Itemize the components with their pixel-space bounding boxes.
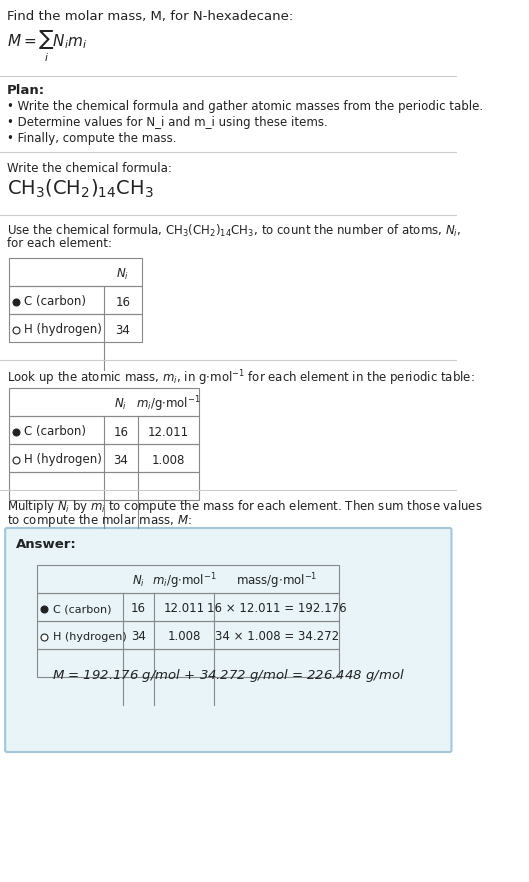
Text: $m_i$/g$\cdot$mol$^{-1}$: $m_i$/g$\cdot$mol$^{-1}$: [151, 572, 216, 591]
FancyBboxPatch shape: [5, 528, 451, 752]
Text: Look up the atomic mass, $m_i$, in g$\cdot$mol$^{-1}$ for each element in the pe: Look up the atomic mass, $m_i$, in g$\cd…: [7, 368, 475, 387]
Text: • Finally, compute the mass.: • Finally, compute the mass.: [7, 132, 176, 145]
Text: Write the chemical formula:: Write the chemical formula:: [7, 162, 172, 175]
Text: 12.011: 12.011: [163, 602, 204, 616]
Text: 16: 16: [113, 425, 129, 438]
Text: H (hydrogen): H (hydrogen): [24, 324, 102, 337]
Bar: [37, 649, 339, 677]
Bar: [8, 472, 198, 500]
Bar: [37, 593, 339, 621]
Text: 34: 34: [131, 631, 146, 644]
Text: Plan:: Plan:: [7, 84, 45, 97]
Bar: [37, 565, 339, 593]
Bar: [8, 444, 198, 472]
Text: • Determine values for N_i and m_i using these items.: • Determine values for N_i and m_i using…: [7, 116, 327, 129]
Text: 12.011: 12.011: [148, 425, 189, 438]
Text: 34 × 1.008 = 34.272: 34 × 1.008 = 34.272: [215, 631, 339, 644]
Text: Multiply $N_i$ by $m_i$ to compute the mass for each element. Then sum those val: Multiply $N_i$ by $m_i$ to compute the m…: [7, 498, 482, 515]
Text: 16: 16: [131, 602, 146, 616]
Bar: [8, 258, 142, 286]
Text: Answer:: Answer:: [15, 538, 76, 551]
Text: $m_i$/g$\cdot$mol$^{-1}$: $m_i$/g$\cdot$mol$^{-1}$: [136, 394, 200, 414]
Text: $M$ = 192.176 g/mol + 34.272 g/mol = 226.448 g/mol: $M$ = 192.176 g/mol + 34.272 g/mol = 226…: [52, 667, 405, 684]
Text: Use the chemical formula, $\mathrm{CH_3(CH_2)_{14}CH_3}$, to count the number of: Use the chemical formula, $\mathrm{CH_3(…: [7, 223, 461, 239]
Text: $\mathrm{CH_3(CH_2)_{14}CH_3}$: $\mathrm{CH_3(CH_2)_{14}CH_3}$: [7, 178, 153, 200]
Text: Find the molar mass, M, for N-hexadecane:: Find the molar mass, M, for N-hexadecane…: [7, 10, 293, 23]
Text: 34: 34: [113, 453, 129, 467]
Bar: [8, 314, 142, 342]
Text: H (hydrogen): H (hydrogen): [53, 632, 126, 642]
Text: C (carbon): C (carbon): [53, 604, 111, 614]
Text: for each element:: for each element:: [7, 237, 112, 250]
Text: mass/g$\cdot$mol$^{-1}$: mass/g$\cdot$mol$^{-1}$: [236, 572, 317, 591]
Text: $N_i$: $N_i$: [132, 573, 145, 588]
Text: H (hydrogen): H (hydrogen): [24, 453, 102, 467]
Text: 16: 16: [115, 295, 131, 309]
Text: 34: 34: [115, 324, 131, 337]
Text: $N_i$: $N_i$: [114, 396, 127, 412]
Text: $N_i$: $N_i$: [116, 266, 130, 281]
Text: $M = \sum_i N_i m_i$: $M = \sum_i N_i m_i$: [7, 30, 87, 64]
Text: 1.008: 1.008: [152, 453, 185, 467]
Bar: [8, 388, 198, 416]
Text: • Write the chemical formula and gather atomic masses from the periodic table.: • Write the chemical formula and gather …: [7, 100, 483, 113]
Bar: [8, 286, 142, 314]
Bar: [8, 416, 198, 444]
Bar: [37, 621, 339, 649]
Text: C (carbon): C (carbon): [24, 425, 86, 438]
Text: 16 × 12.011 = 192.176: 16 × 12.011 = 192.176: [207, 602, 346, 616]
Text: C (carbon): C (carbon): [24, 295, 86, 309]
Text: 1.008: 1.008: [167, 631, 200, 644]
Text: to compute the molar mass, $M$:: to compute the molar mass, $M$:: [7, 512, 192, 529]
